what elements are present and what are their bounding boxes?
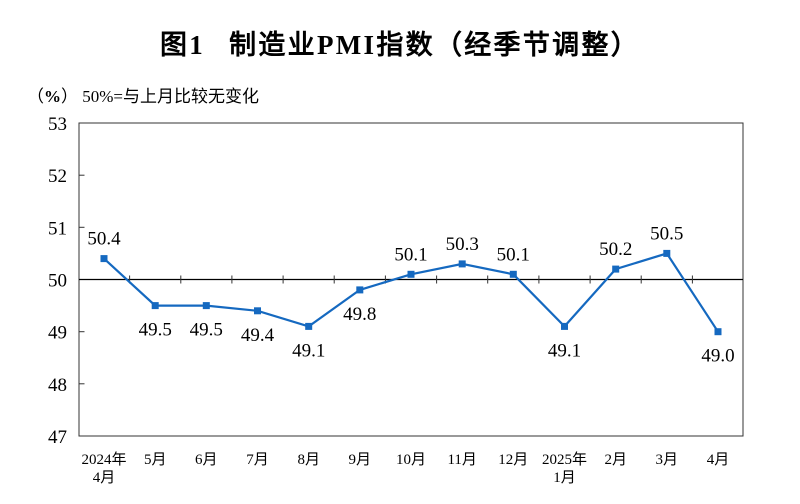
svg-text:49.1: 49.1 (292, 340, 325, 361)
svg-text:50.4: 50.4 (87, 229, 121, 250)
svg-text:11月: 11月 (447, 452, 476, 468)
svg-text:50.1: 50.1 (394, 244, 427, 265)
svg-text:48: 48 (48, 375, 67, 396)
svg-text:50.2: 50.2 (599, 239, 632, 260)
svg-text:12月: 12月 (498, 452, 528, 468)
svg-text:49.8: 49.8 (343, 304, 376, 325)
svg-text:1月: 1月 (553, 470, 576, 486)
svg-text:2025年: 2025年 (542, 451, 587, 468)
svg-text:49.5: 49.5 (190, 320, 223, 341)
svg-text:50.5: 50.5 (650, 223, 683, 244)
svg-text:51: 51 (48, 218, 67, 239)
svg-text:50: 50 (48, 271, 67, 292)
svg-text:2024年: 2024年 (81, 451, 126, 468)
svg-text:4月: 4月 (707, 452, 730, 468)
svg-text:49.1: 49.1 (548, 340, 581, 361)
svg-text:49.4: 49.4 (241, 325, 275, 346)
svg-text:3月: 3月 (656, 452, 679, 468)
svg-text:10月: 10月 (396, 452, 426, 468)
svg-text:4月: 4月 (93, 470, 116, 486)
svg-text:52: 52 (48, 166, 67, 187)
svg-text:49: 49 (48, 323, 67, 344)
svg-text:8月: 8月 (297, 452, 320, 468)
svg-text:7月: 7月 (246, 452, 269, 468)
svg-text:47: 47 (48, 427, 67, 448)
svg-text:50.1: 50.1 (497, 244, 530, 265)
svg-text:2月: 2月 (604, 452, 627, 468)
svg-text:6月: 6月 (195, 452, 218, 468)
svg-text:49.0: 49.0 (701, 346, 734, 367)
svg-text:5月: 5月 (144, 452, 167, 468)
svg-text:53: 53 (48, 114, 67, 135)
svg-text:49.5: 49.5 (139, 320, 172, 341)
svg-text:9月: 9月 (349, 452, 372, 468)
svg-text:50.3: 50.3 (446, 234, 479, 255)
